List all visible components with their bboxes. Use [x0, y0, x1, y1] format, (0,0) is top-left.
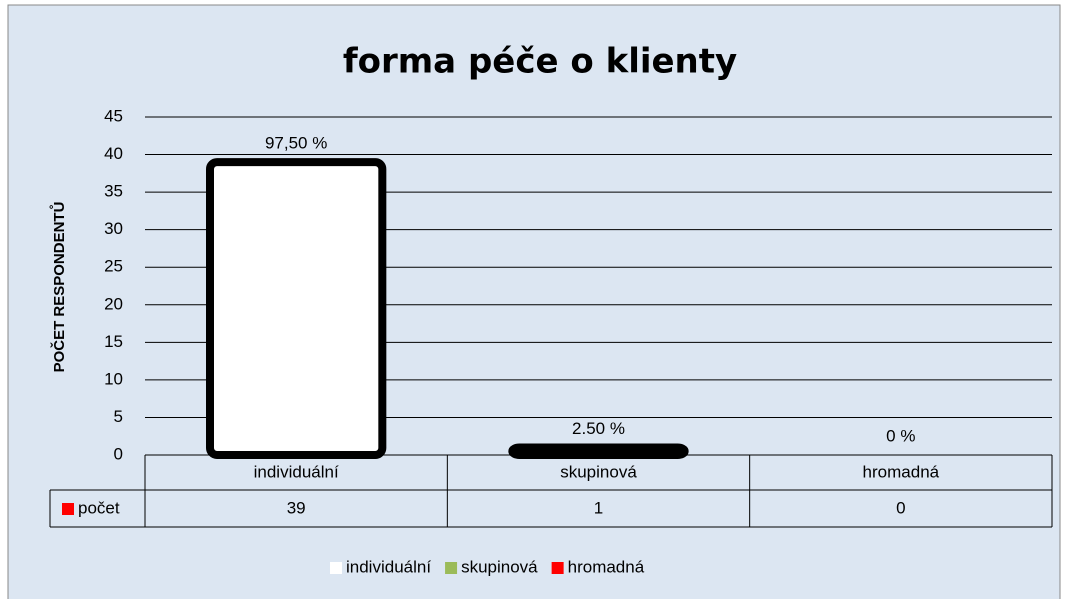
table-value: 0: [896, 498, 905, 517]
y-tick-label: 40: [104, 144, 123, 163]
y-tick-label: 30: [104, 219, 123, 238]
chart-title: forma péče o klienty: [343, 42, 737, 82]
y-tick-label: 20: [104, 294, 123, 313]
legend-label: hromadná: [568, 557, 645, 576]
legend-label: skupinová: [461, 557, 538, 576]
table-legend-key: [62, 503, 74, 515]
chart-background: [7, 4, 1061, 599]
table-value: 39: [287, 498, 306, 517]
x-tick-label: individuální: [254, 462, 339, 481]
data-label: 0 %: [886, 426, 915, 445]
y-tick-label: 10: [104, 369, 123, 388]
bar: [206, 158, 387, 459]
legend-label: individuální: [346, 557, 431, 576]
y-axis-title: POČET RESPONDENTŮ: [49, 202, 68, 373]
y-tick-label: 45: [104, 106, 123, 125]
y-tick-label: 35: [104, 182, 123, 201]
table-value: 1: [594, 498, 603, 517]
data-label: 2.50 %: [572, 419, 625, 438]
y-tick-label: 5: [114, 407, 123, 426]
y-tick-label: 0: [114, 444, 123, 463]
legend-key: [551, 562, 564, 574]
legend-key: [445, 562, 458, 574]
bar: [508, 443, 689, 460]
table-row-label: počet: [78, 498, 120, 517]
data-label: 97,50 %: [265, 134, 327, 153]
y-tick-label: 25: [104, 257, 123, 276]
x-tick-label: skupinová: [560, 462, 637, 481]
x-tick-label: hromadná: [863, 462, 940, 481]
y-tick-label: 15: [104, 332, 123, 351]
legend-key: [330, 562, 342, 574]
